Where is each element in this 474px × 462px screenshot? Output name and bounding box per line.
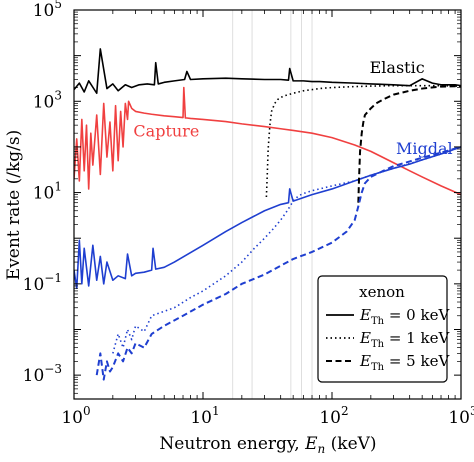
x-tick-label-3: 103 (448, 404, 474, 428)
x-tick-label-1: 101 (190, 404, 219, 428)
legend-label-dashed: ETh = 5 keV (359, 352, 450, 373)
y-tick-label-3: 103 (33, 88, 62, 112)
plot-frame (73, 9, 462, 400)
y-tick-label-2: 101 (33, 180, 62, 204)
annotations: Elastic Capture Migdal (133, 58, 452, 158)
y-tick-label-4: 105 (33, 0, 62, 21)
annotation-capture: Capture (133, 121, 199, 140)
x-axis-label: Neutron energy, En (keV) (159, 434, 376, 456)
series-line-6-dashed (95, 145, 461, 381)
series-layer (74, 48, 461, 381)
y-axis-label: Event rate (/kg/s) (4, 130, 24, 280)
annotation-elastic: Elastic (370, 58, 425, 77)
x-axis-label-symbol: E (304, 434, 318, 454)
x-axis-label-prefix: Neutron energy, (159, 434, 305, 454)
series-line-1-solid (74, 86, 461, 196)
axis-ticks: 100 101 102 103 10−3 10−1 101 103 105 (23, 0, 474, 428)
grid-lines (232, 10, 313, 399)
legend-title: xenon (359, 283, 405, 301)
series-line-2-solid (74, 146, 461, 290)
annotation-migdal: Migdal (396, 139, 453, 158)
x-tick-label-2: 102 (319, 404, 348, 428)
x-axis-label-suffix: (keV) (325, 434, 376, 454)
x-axis-label-subscript: n (318, 442, 326, 456)
y-tick-label-0: 10−3 (23, 362, 62, 386)
legend-box (317, 275, 448, 383)
series-line-5-dashed (357, 85, 461, 203)
y-tick-label-1: 10−1 (23, 271, 62, 295)
series-line-0-solid (74, 48, 461, 95)
legend-label-dotted: ETh = 1 keV (359, 329, 450, 350)
x-tick-label-0: 100 (61, 404, 90, 428)
legend-label-solid: ETh = 0 keV (359, 306, 450, 327)
